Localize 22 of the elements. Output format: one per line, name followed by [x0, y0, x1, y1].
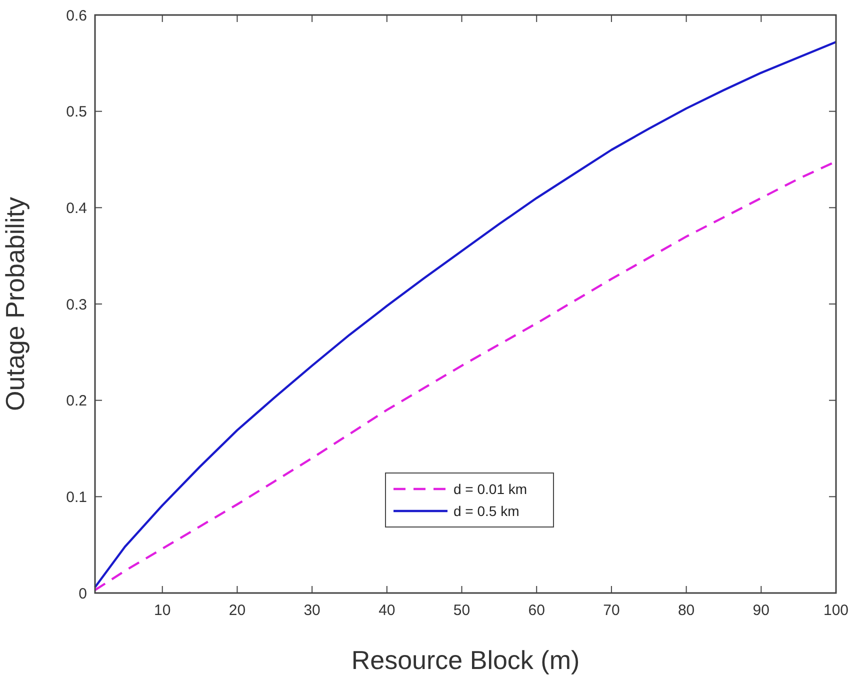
x-tick-label: 60 — [528, 602, 545, 619]
x-tick-label: 50 — [453, 602, 470, 619]
y-tick-label: 0.6 — [66, 7, 87, 24]
x-tick-label: 100 — [823, 602, 849, 619]
y-tick-label: 0.1 — [66, 488, 87, 506]
y-tick-label: 0.2 — [66, 392, 87, 410]
x-tick-label: 70 — [603, 602, 620, 619]
y-tick-label: 0.3 — [66, 296, 87, 314]
y-tick-label: 0.5 — [66, 104, 87, 121]
x-tick-label: 80 — [678, 602, 695, 619]
x-tick-label: 10 — [154, 602, 171, 619]
x-tick-label: 20 — [228, 602, 246, 619]
y-tick-label: 0 — [78, 585, 87, 602]
line-series — [94, 40, 838, 588]
y-axis-title: Outage Probability — [0, 197, 30, 411]
x-tick-label: 30 — [304, 602, 320, 619]
legend-label: d = 0.01 km — [454, 480, 528, 497]
legend-label: d = 0.5 km — [454, 502, 520, 519]
y-tick-label: 0.4 — [66, 200, 87, 217]
x-tick-label: 90 — [752, 602, 770, 619]
x-tick-label: 40 — [378, 602, 396, 619]
x-axis-title: Resource Block (m) — [351, 645, 580, 675]
